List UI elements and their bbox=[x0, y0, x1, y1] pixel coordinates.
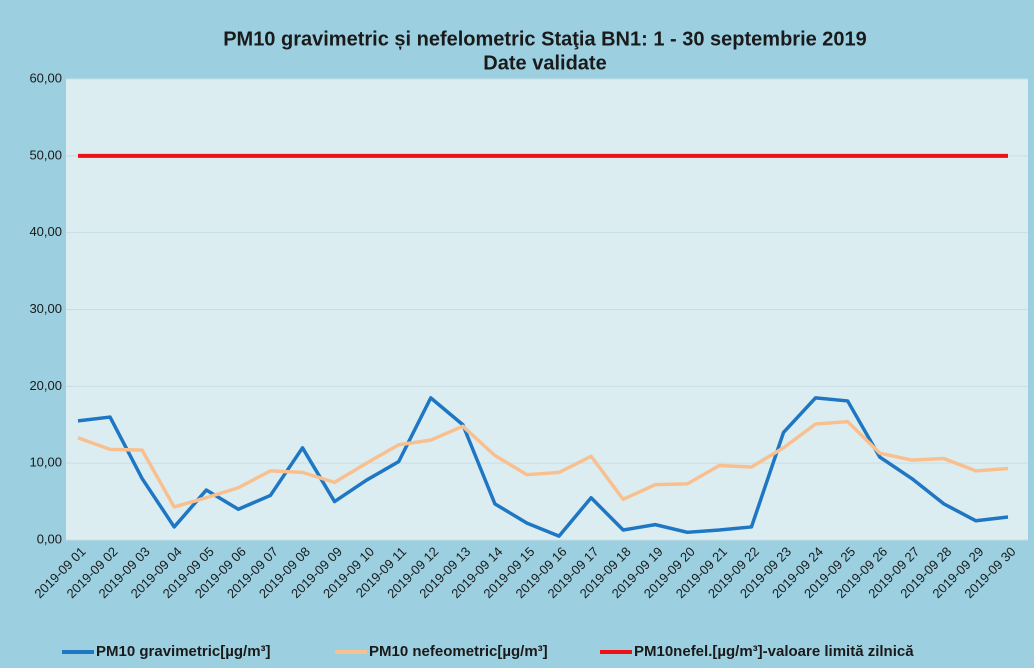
y-tick-label: 50,00 bbox=[29, 147, 62, 162]
series-line bbox=[77, 396, 1009, 538]
chart-title: PM10 gravimetric și nefelometric Staţia … bbox=[223, 28, 867, 50]
y-tick-label: 10,00 bbox=[29, 455, 62, 470]
y-tick-label: 40,00 bbox=[29, 224, 62, 239]
chart-subtitle: Date validate bbox=[483, 52, 606, 74]
y-tick-label: 0,00 bbox=[37, 531, 62, 546]
legend-label: PM10 nefeometric[µg/m³] bbox=[369, 643, 548, 660]
legend-label: PM10nefel.[µg/m³]-valoare limită zilnică bbox=[634, 643, 914, 660]
y-tick-label: 20,00 bbox=[29, 378, 62, 393]
y-tick-label: 30,00 bbox=[29, 301, 62, 316]
series-line bbox=[77, 419, 1009, 509]
legend-label: PM10 gravimetric[µg/m³] bbox=[96, 643, 271, 660]
y-tick-label: 60,00 bbox=[29, 70, 62, 85]
